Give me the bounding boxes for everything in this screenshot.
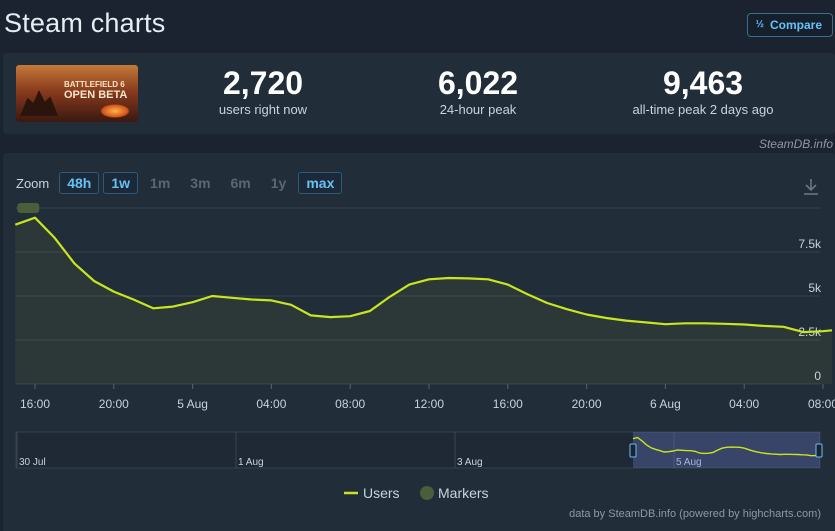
zoom-3m-button[interactable]: 3m — [190, 175, 211, 191]
fraction-icon: ½ — [755, 19, 764, 30]
zoom-label: Zoom — [16, 175, 50, 191]
stat-value: 6,022 — [437, 65, 519, 101]
zoom-1y-button[interactable]: 1y — [270, 175, 287, 191]
zoom-selector: Zoom 48h 1w 1m 3m 6m 1y max — [16, 172, 343, 194]
zoom-max-button[interactable]: max — [298, 172, 343, 194]
stat-label: users right now — [218, 102, 308, 117]
zoom-6m-button[interactable]: 6m — [230, 175, 251, 191]
compare-label: Compare — [769, 18, 822, 32]
stat-value: 2,720 — [222, 65, 304, 101]
highcharts-credit[interactable]: data by SteamDB.info (powered by highcha… — [569, 508, 821, 520]
stat-24h-peak: 6,022 24-hour peak — [408, 65, 548, 117]
chart-panel: Zoom 48h 1w 1m 3m 6m 1y max — [3, 153, 835, 531]
stat-all-time-peak: 9,463 all-time peak 2 days ago — [613, 65, 793, 117]
page-title: Steam charts — [4, 8, 166, 38]
zoom-1w-button[interactable]: 1w — [103, 172, 139, 194]
stat-current-users: 2,720 users right now — [193, 65, 333, 117]
stat-value: 9,463 — [662, 65, 744, 101]
thumbnail-text: BATTLEFIELD 6 OPEN BETA — [64, 80, 128, 101]
compare-button[interactable]: ½ Compare — [746, 13, 833, 37]
stat-label: all-time peak 2 days ago — [632, 102, 774, 117]
zoom-1m-button[interactable]: 1m — [150, 175, 171, 191]
stats-panel: BATTLEFIELD 6 OPEN BETA 2,720 users righ… — [3, 53, 835, 134]
soldier-silhouette-icon — [20, 90, 58, 116]
steamdb-credit[interactable]: SteamDB.info — [758, 137, 833, 151]
fire-icon — [100, 104, 130, 118]
game-thumbnail[interactable]: BATTLEFIELD 6 OPEN BETA — [16, 65, 138, 122]
stat-label: 24-hour peak — [439, 102, 517, 117]
zoom-48h-button[interactable]: 48h — [59, 172, 100, 194]
download-icon[interactable] — [803, 178, 819, 196]
